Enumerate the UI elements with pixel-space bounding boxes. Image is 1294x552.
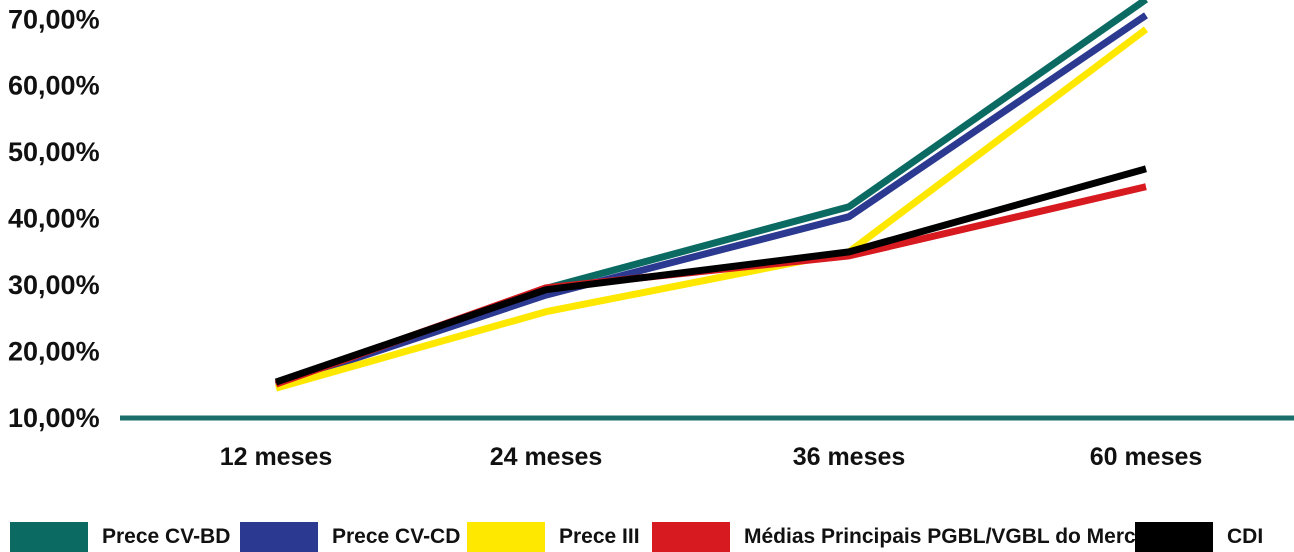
x-tick-label: 60 meses	[1090, 443, 1203, 471]
legend-swatch	[1135, 522, 1213, 552]
x-tick-label: 12 meses	[220, 443, 333, 471]
y-tick-label: 10,00%	[8, 403, 100, 433]
y-tick-label: 60,00%	[8, 71, 100, 101]
legend-item: Prece CV-CD	[240, 522, 460, 552]
x-axis-ticks: 12 meses 24 meses 36 meses 60 meses	[220, 443, 1203, 471]
legend-label: Prece CV-BD	[102, 525, 231, 548]
x-tick-label: 24 meses	[490, 443, 603, 471]
series-line-2	[275, 26, 1149, 392]
y-tick-label: 40,00%	[8, 204, 100, 234]
legend-swatch	[10, 522, 88, 552]
series-line-1	[274, 12, 1148, 389]
legend-item: Prece III	[467, 522, 640, 552]
legend-item: CDI	[1135, 522, 1263, 552]
y-axis-ticks: 10,00% 20,00% 30,00% 40,00% 50,00% 60,00% 70,0…	[8, 4, 100, 433]
legend-label: Médias Principais PGBL/VGBL do Mercado	[744, 525, 1174, 548]
x-tick-label: 36 meses	[793, 443, 906, 471]
y-tick-label: 20,00%	[8, 337, 100, 367]
legend-label: Prece CV-CD	[332, 525, 461, 548]
legend-item: Prece CV-BD	[10, 522, 230, 552]
y-tick-label: 70,00%	[8, 4, 100, 34]
y-tick-label: 50,00%	[8, 137, 100, 167]
legend-label: CDI	[1227, 525, 1264, 548]
line-chart: 10,00% 20,00% 30,00% 40,00% 50,00% 60,00% 70,0…	[8, 0, 1294, 471]
legend-swatch	[467, 522, 545, 552]
legend: Prece CV-BD Prece CV-CD Prece III Médias Pr…	[0, 522, 1294, 552]
legend-label: Prece III	[559, 525, 640, 548]
y-tick-label: 30,00%	[8, 270, 100, 300]
legend-swatch	[652, 522, 730, 552]
legend-swatch	[240, 522, 318, 552]
series-line-0	[274, 0, 1149, 389]
series-line-4	[274, 165, 1147, 386]
legend-item: Médias Principais PGBL/VGBL do Mercado	[652, 522, 1173, 552]
series-lines	[274, 0, 1149, 392]
